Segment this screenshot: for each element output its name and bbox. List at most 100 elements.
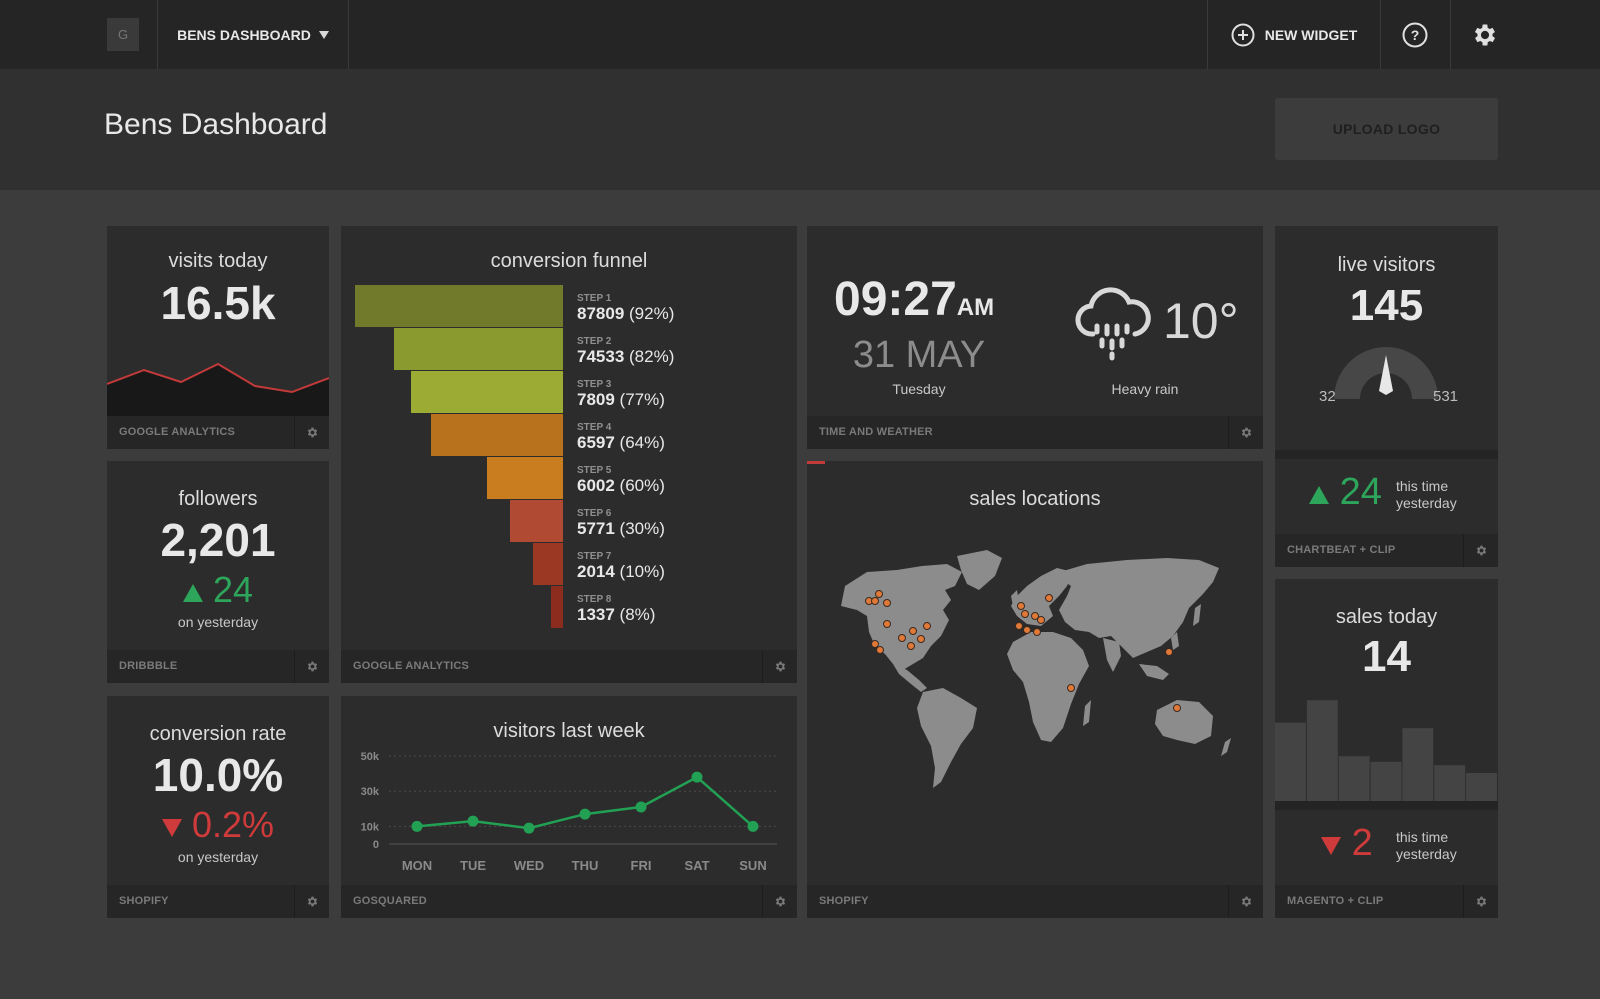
data-point-sun <box>747 820 759 832</box>
widget-settings-button[interactable] <box>762 650 797 683</box>
clock-time: 09:27 <box>834 273 957 326</box>
widget-footer: CHARTBEAT + CLIP <box>1275 534 1498 567</box>
y-tick-label: 50k <box>361 751 380 763</box>
sales-bar-1 <box>1275 722 1306 801</box>
funnel-label-step-6: STEP 6 5771 (30%) <box>577 508 665 539</box>
widget-conversion-funnel: conversion funnel STEP 1 87809 (92%) STEP … <box>341 226 797 683</box>
new-widget-button[interactable]: NEW WIDGET <box>1208 0 1380 69</box>
sales-today-change-label: this time yesterday <box>1396 829 1457 862</box>
divider <box>1275 801 1498 810</box>
widget-source: GOOGLE ANALYTICS <box>119 426 236 438</box>
y-tick-label: 0 <box>373 839 379 851</box>
funnel-bar-step-8 <box>551 586 563 628</box>
gauge-min: 32 <box>1319 388 1336 405</box>
gear-icon <box>1241 427 1251 438</box>
widget-conversion-rate: conversion rate 10.0% 0.2% on yesterday … <box>107 696 329 918</box>
upload-logo-button[interactable]: UPLOAD LOGO <box>1275 98 1498 160</box>
x-tick-label: SAT <box>684 858 709 873</box>
widget-settings-button[interactable] <box>294 416 329 449</box>
funnel-bar-step-7 <box>533 543 563 585</box>
funnel-label-step-8: STEP 8 1337 (8%) <box>577 594 655 625</box>
visits-value: 16.5k <box>160 277 276 329</box>
sales-bar-chart <box>1275 700 1497 801</box>
widget-settings-button[interactable] <box>1463 534 1498 567</box>
sales-bar-6 <box>1434 765 1466 801</box>
gear-icon <box>307 427 317 438</box>
arrow-up-icon <box>1309 486 1329 504</box>
widget-footer: SHOPIFY <box>107 885 329 918</box>
widget-source: DRIBBBLE <box>119 660 178 672</box>
sales-today-change: 2 <box>1321 822 1373 865</box>
widget-source: GOSQUARED <box>353 895 427 907</box>
sales-today-value: 14 <box>1362 632 1411 681</box>
funnel-bar-step-4 <box>431 414 563 456</box>
data-point-fri <box>635 801 647 813</box>
funnel-label-step-1: STEP 1 87809 (92%) <box>577 293 674 324</box>
funnel-label-step-5: STEP 5 6002 (60%) <box>577 465 665 496</box>
widget-settings-button[interactable] <box>762 885 797 918</box>
sales-bar-4 <box>1370 761 1402 801</box>
widget-settings-button[interactable] <box>294 650 329 683</box>
live-visitors-change-label: this time yesterday <box>1396 478 1457 511</box>
funnel-step-value: 7809 (77%) <box>577 390 665 409</box>
funnel-step-name: STEP 7 <box>577 551 612 562</box>
gear-icon <box>1476 896 1486 907</box>
live-visitors-value: 145 <box>1349 281 1424 330</box>
gear-icon <box>775 661 785 672</box>
gear-icon <box>1474 24 1496 45</box>
sales-bar-2 <box>1306 700 1338 801</box>
funnel-step-name: STEP 5 <box>577 465 612 476</box>
x-tick-label: FRI <box>631 858 652 873</box>
temperature: 10° <box>1163 293 1239 349</box>
y-tick-label: 30k <box>361 786 380 798</box>
divider <box>1450 0 1451 69</box>
conversion-rate-change-label: on yesterday <box>177 849 259 865</box>
funnel-step-value: 74533 (82%) <box>577 347 675 366</box>
widget-settings-button[interactable] <box>1228 885 1263 918</box>
followers-value: 2,201 <box>160 514 276 566</box>
data-point-mon <box>411 820 423 832</box>
widget-footer: DRIBBBLE <box>107 650 329 683</box>
dashboard-switcher[interactable]: BENS DASHBOARD <box>158 0 348 69</box>
widget-title: visits today <box>168 250 268 272</box>
widget-footer: GOSQUARED <box>341 885 797 918</box>
widget-title: conversion rate <box>149 723 287 745</box>
clock-ampm: AM <box>956 294 995 321</box>
funnel-bar-step-6 <box>510 500 563 542</box>
page-title: Bens Dashboard <box>104 108 328 141</box>
divider <box>348 0 349 69</box>
followers-change-value: 24 <box>212 569 254 610</box>
sales-today-change-value: 2 <box>1351 822 1373 864</box>
account-logo[interactable]: G <box>107 18 139 51</box>
sales-bar-3 <box>1338 756 1370 801</box>
funnel-step-name: STEP 2 <box>577 336 612 347</box>
widget-followers: followers 2,201 24 on yesterday DRIBBBLE <box>107 461 329 683</box>
date: 31 MAY <box>852 334 986 376</box>
funnel-step-value: 87809 (92%) <box>577 304 675 323</box>
funnel-step-value: 2014 (10%) <box>577 562 665 581</box>
help-button[interactable]: ? <box>1381 0 1449 69</box>
widget-settings-button[interactable] <box>294 885 329 918</box>
conversion-rate-change: 0.2% <box>107 804 329 846</box>
sales-bar-7 <box>1466 773 1497 801</box>
visits-sparkline <box>107 362 329 416</box>
funnel-step-name: STEP 4 <box>577 422 612 433</box>
clock: 09:27AM <box>834 272 994 327</box>
data-point-wed <box>523 822 535 834</box>
widget-visits-today: visits today 16.5k GOOGLE ANALYTICS <box>107 226 329 449</box>
weather-condition: Heavy rain <box>1111 381 1179 397</box>
widget-footer: GOOGLE ANALYTICS <box>341 650 797 683</box>
widget-footer: SHOPIFY <box>807 885 1263 918</box>
divider <box>1275 450 1498 459</box>
widget-source: TIME AND WEATHER <box>819 426 933 438</box>
funnel-step-value: 6002 (60%) <box>577 476 665 495</box>
gear-icon <box>307 896 317 907</box>
widget-visitors-last-week: visitors last week 0 10k 30k 50k MON TUE WED TH… <box>341 696 797 918</box>
series-line <box>416 775 754 830</box>
widget-settings-button[interactable] <box>1463 885 1498 918</box>
widget-sales-locations: sales locations <box>807 461 1263 918</box>
widget-source: CHARTBEAT + CLIP <box>1287 544 1396 556</box>
caret-down-icon <box>318 30 329 39</box>
settings-button[interactable] <box>1451 0 1519 69</box>
widget-settings-button[interactable] <box>1228 416 1263 449</box>
